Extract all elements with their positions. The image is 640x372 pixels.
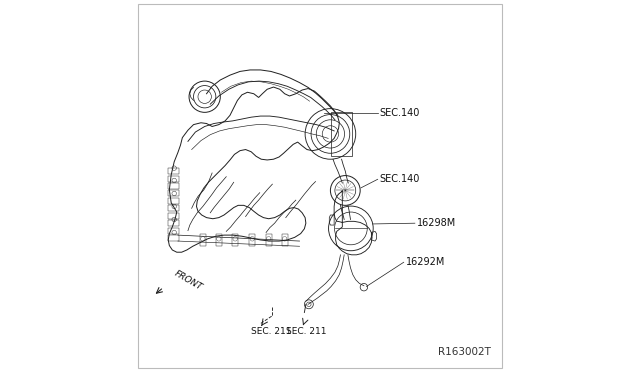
Bar [200,234,206,246]
Bar [168,220,179,226]
Bar [168,213,179,219]
Bar [266,234,271,246]
Bar [216,234,222,246]
Bar [168,190,179,196]
Bar [168,168,179,174]
Bar [250,234,255,246]
Text: SEC. 211: SEC. 211 [285,327,326,336]
Text: SEC. 211: SEC. 211 [251,327,291,336]
Text: SEC.140: SEC.140 [380,109,420,118]
Bar [168,198,179,204]
Bar [168,228,179,234]
Text: SEC.140: SEC.140 [380,174,420,183]
Text: FRONT: FRONT [173,269,204,292]
Bar [168,176,179,182]
Bar [168,205,179,211]
Bar [331,112,351,156]
Text: 16298M: 16298M [417,218,456,228]
Bar [232,234,238,246]
Text: 16292M: 16292M [406,257,445,267]
Text: R163002T: R163002T [438,347,491,356]
Bar [282,234,287,246]
Bar [168,235,179,241]
Bar [168,183,179,189]
